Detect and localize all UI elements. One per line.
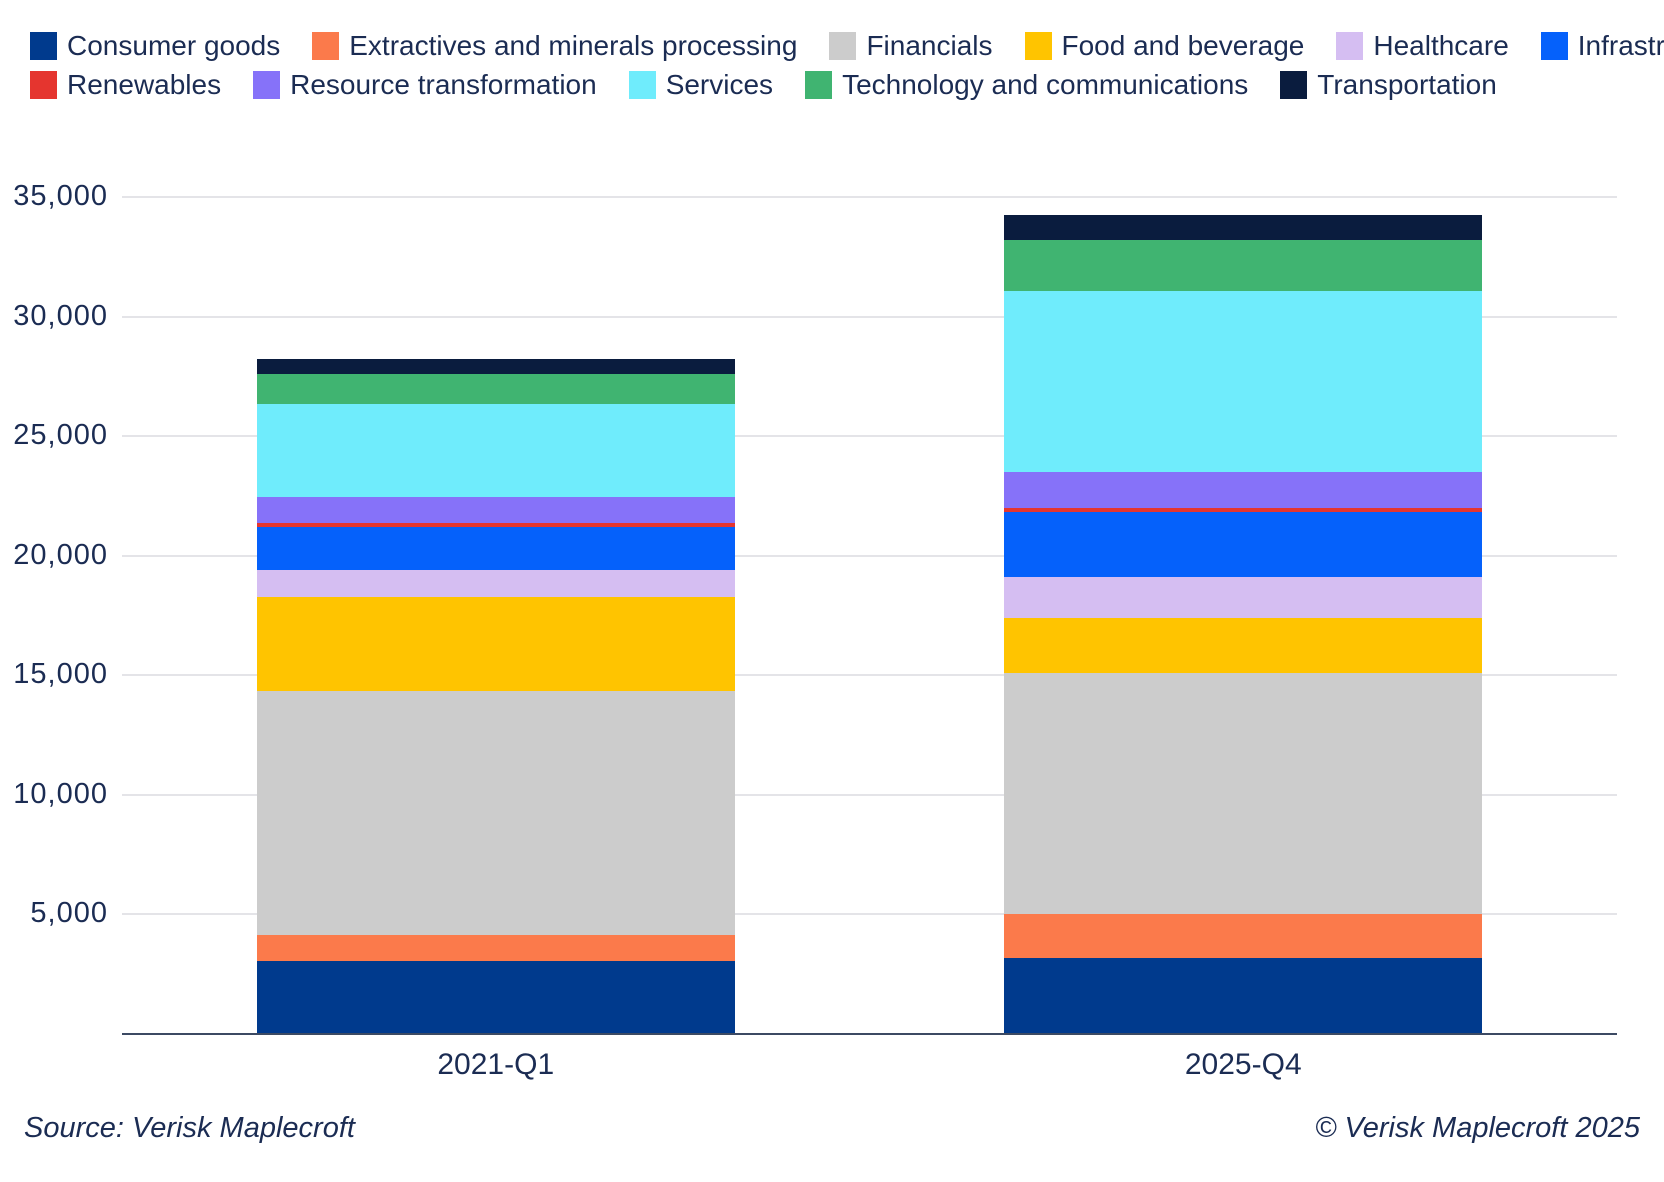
legend-label: Food and beverage (1061, 30, 1305, 61)
gridline-25-000 (122, 435, 1617, 438)
y-axis-tick-label: 5,000 (30, 897, 108, 930)
gridline-10-000 (122, 793, 1617, 796)
segment-2021-q1-food-and-beverage (256, 596, 735, 691)
gridline-35-000 (122, 196, 1617, 198)
legend-label: Services (665, 69, 774, 101)
legend-label: Renewables (67, 69, 222, 101)
segment-2025-q4-resource-transformation (1004, 472, 1483, 509)
segment-2021-q1-services (256, 403, 735, 498)
legend-item-financials: Financials (829, 30, 993, 62)
legend-swatch-technology-and-communications (805, 71, 833, 100)
legend-label: Consumer goods (67, 30, 281, 61)
legend-row-1: Consumer goods Extractives and minerals p… (30, 30, 1664, 62)
legend-label: Resource transformation (290, 69, 597, 101)
y-axis-tick-label: 35,000 (13, 180, 108, 212)
y-axis-tick-label: 10,000 (13, 777, 108, 810)
segment-2021-q1-extractives-and-minerals-processing (256, 934, 735, 962)
legend-item-services: Services (628, 69, 774, 101)
legend-item-infrastructure: Infrastructure (1540, 30, 1664, 62)
legend-item-technology-and-communications: Technology and communications (805, 69, 1248, 101)
y-axis-tick-label: 30,000 (13, 299, 108, 332)
segment-2025-q4-food-and-beverage (1004, 617, 1483, 674)
segment-2021-q1-renewables (256, 523, 735, 527)
legend-item-renewables: Renewables (30, 69, 221, 101)
legend-swatch-extractives-and-minerals-processing (312, 32, 340, 61)
segment-2025-q4-infrastructure (1004, 512, 1483, 577)
legend-label: Technology and communications (842, 69, 1249, 101)
legend-swatch-infrastructure (1540, 32, 1568, 61)
legend-label: Extractives and minerals processing (349, 30, 798, 61)
legend-swatch-renewables (30, 71, 57, 100)
chart-legend: Consumer goods Extractives and minerals p… (30, 30, 1664, 101)
legend-swatch-resource-transformation (253, 71, 281, 100)
legend-swatch-services (628, 71, 656, 100)
legend-label: Healthcare (1373, 30, 1509, 61)
legend-swatch-food-and-beverage (1024, 32, 1052, 61)
gridline-5-000 (122, 913, 1617, 916)
source-text: Source: Verisk Maplecroft (24, 1112, 355, 1144)
segment-2025-q4-services (1004, 290, 1483, 473)
x-axis-tick-label-2021-q1: 2021-Q1 (437, 1048, 555, 1081)
segment-2025-q4-extractives-and-minerals-processing (1004, 913, 1483, 959)
legend-swatch-transportation (1280, 71, 1308, 100)
legend-label: Transportation (1317, 69, 1497, 101)
y-axis-tick-label: 20,000 (13, 538, 108, 571)
segment-2025-q4-renewables (1004, 508, 1483, 513)
legend-swatch-healthcare (1336, 32, 1364, 61)
gridline-30-000 (122, 315, 1617, 318)
segment-2021-q1-consumer-goods (256, 961, 735, 1034)
legend-item-food-and-beverage: Food and beverage (1024, 30, 1305, 62)
segment-2025-q4-financials (1004, 673, 1483, 914)
segment-2025-q4-consumer-goods (1004, 958, 1483, 1034)
legend-swatch-consumer-goods (30, 32, 57, 61)
legend-row-2: Renewables Resource transformation Service… (30, 69, 1664, 101)
bar-2025-q4 (1004, 0, 1483, 1034)
legend-item-extractives-and-minerals-processing: Extractives and minerals processing (312, 30, 797, 62)
legend-label: Financials (866, 30, 993, 61)
copyright-text: © Verisk Maplecroft 2025 (1315, 1112, 1640, 1144)
segment-2021-q1-resource-transformation (256, 497, 735, 524)
x-axis-line (122, 1033, 1617, 1035)
legend-item-resource-transformation: Resource transformation (253, 69, 597, 101)
bar-2021-q1 (256, 0, 735, 1034)
segment-2025-q4-transportation (1004, 214, 1483, 241)
legend-swatch-financials (829, 32, 857, 61)
legend-label: Infrastructure (1577, 30, 1664, 61)
segment-2025-q4-technology-and-communications (1004, 240, 1483, 291)
segment-2021-q1-transportation (256, 358, 735, 374)
segment-2021-q1-healthcare (256, 569, 735, 597)
y-axis-tick-label: 15,000 (13, 658, 108, 691)
y-axis-tick-label: 25,000 (13, 419, 108, 452)
segment-2021-q1-infrastructure (256, 526, 735, 570)
x-axis-tick-label-2025-q4: 2025-Q4 (1184, 1048, 1302, 1081)
legend-item-healthcare: Healthcare (1336, 30, 1509, 62)
segment-2021-q1-financials (256, 690, 735, 935)
segment-2025-q4-healthcare (1004, 576, 1483, 618)
legend-item-consumer-goods: Consumer goods (30, 30, 280, 62)
gridline-15-000 (122, 674, 1617, 677)
legend-item-transportation: Transportation (1280, 69, 1497, 101)
segment-2021-q1-technology-and-communications (256, 373, 735, 404)
gridline-20-000 (122, 554, 1617, 557)
